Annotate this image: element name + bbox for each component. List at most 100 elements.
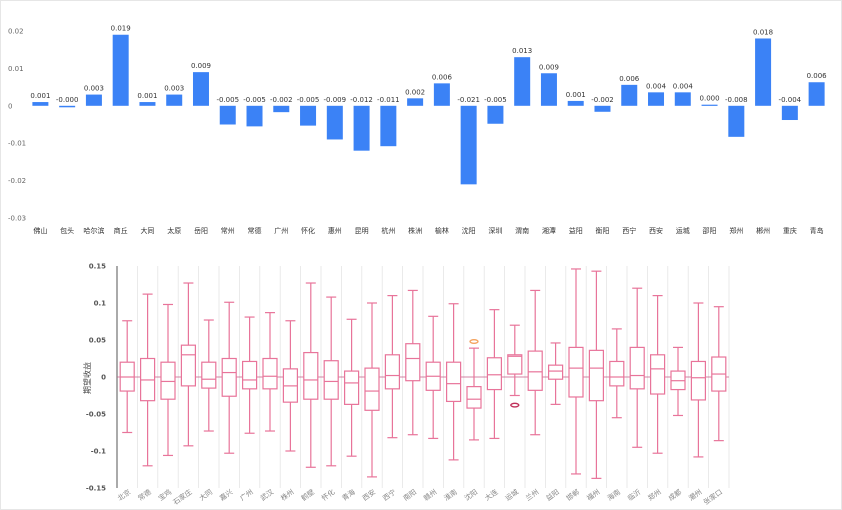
bar-category-label: 邵阳: [703, 226, 717, 235]
bar: [594, 105, 611, 112]
bar-data-label: 0.001: [30, 92, 50, 100]
bar-category-label: 西安: [649, 226, 663, 235]
bar-data-label: -0.004: [779, 96, 802, 104]
bar-data-label: -0.005: [484, 96, 507, 104]
bar-data-label: 0.013: [512, 47, 532, 55]
bar: [648, 92, 665, 106]
bar: [273, 105, 290, 113]
bar-chart: 0.020.010-0.01-0.02-0.03 0.001 -0.0000.00…: [8, 25, 827, 235]
bar: [246, 105, 263, 127]
bar: [755, 38, 772, 106]
bar: [621, 84, 638, 106]
bar-data-label: 0.003: [164, 85, 184, 93]
bar-data-label: -0.005: [297, 96, 320, 104]
bar: [112, 34, 129, 106]
bar-data-label: -0.005: [216, 96, 239, 104]
bar: [781, 105, 798, 121]
bar-category-label: 惠州: [328, 226, 342, 235]
bar-category-label: 株洲: [408, 226, 422, 235]
bar-data-label: 0.009: [539, 63, 559, 71]
bar-data-label: 0.000: [700, 95, 720, 103]
bar-data-label: 0.019: [111, 25, 131, 33]
bar: [407, 98, 424, 106]
bar-category-label: 常德: [248, 226, 262, 235]
bar-category-label: 包头: [60, 226, 74, 235]
bar-data-label: 0.006: [619, 75, 640, 83]
bar-category-label: 衡阳: [595, 226, 609, 235]
bar-y-tick-label: 0.02: [8, 28, 24, 36]
bar-data-label: -0.009: [324, 96, 347, 104]
bar-category-label: 佛山: [33, 226, 47, 235]
bar: [728, 105, 745, 137]
bar-data-label: -0.005: [243, 96, 266, 104]
bar-y-tick-label: -0.02: [8, 177, 26, 185]
bar-category-label: 杭州: [381, 226, 395, 235]
bar-category-label: 榆林: [435, 226, 449, 235]
bar: [433, 83, 450, 106]
bar-data-label: 0.004: [646, 82, 667, 90]
bar: [139, 102, 156, 106]
bar-category-label: 益阳: [569, 226, 583, 235]
bar: [192, 72, 209, 106]
bar: [460, 105, 477, 185]
bar-data-label: 0.001: [566, 91, 586, 99]
bar-category-label: 太原: [167, 226, 181, 235]
bar-category-label: 西宁: [622, 226, 636, 235]
bar-data-label: -0.012: [350, 96, 373, 104]
bar-series: [32, 34, 825, 185]
bar-category-label: 湘潭: [542, 226, 556, 235]
bar-category-label: 深圳: [488, 226, 502, 235]
bar-data-label: -0.008: [725, 96, 748, 104]
bar: [567, 100, 584, 106]
bar: [808, 82, 825, 106]
bar: [514, 57, 531, 106]
bar-category-label: 青岛: [810, 226, 824, 235]
bar: [59, 105, 76, 108]
bar-y-tick-label: 0.01: [8, 65, 24, 73]
bar-data-label: -0.021: [457, 96, 480, 104]
bar-data-label: 0.009: [191, 62, 211, 70]
bar-category-label: 郴州: [756, 226, 770, 235]
bar: [326, 105, 343, 140]
bar-category-label: 广州: [274, 226, 288, 235]
bar-data-label: -0.002: [591, 96, 614, 104]
bar-data-label: 0.003: [84, 85, 104, 93]
bar-data-label: 0.004: [673, 82, 694, 90]
bar-category-label: 郑州: [729, 227, 743, 235]
bar-data-label: 0.006: [807, 72, 828, 80]
bar: [380, 105, 397, 147]
bar-category-label: 岳阳: [194, 226, 208, 235]
bar-category-label: 常州: [221, 226, 235, 235]
bar-data-label: -0.000: [56, 96, 79, 104]
bar: [487, 105, 504, 124]
bar: [701, 104, 718, 106]
bar-category-label: 昆明: [355, 227, 369, 235]
bar-category-label: 怀化: [301, 226, 315, 235]
bar-category-label: 沈阳: [462, 226, 476, 235]
bar-data-label: 0.001: [137, 92, 157, 100]
bar: [166, 94, 183, 106]
bar: [300, 105, 317, 126]
bar-category-label: 渭南: [515, 226, 529, 235]
bar-data-label: 0.018: [753, 28, 773, 36]
bar-y-tick-label: 0: [8, 102, 12, 110]
bar: [674, 92, 691, 106]
bar-y-tick-label: -0.03: [8, 215, 26, 223]
bar-y-axis-ticks: 0.02 0.01 0 -0.01 -0.02 -0.03: [8, 28, 26, 223]
bar: [219, 105, 236, 125]
bar: [85, 94, 102, 106]
bar-data-label: -0.011: [377, 96, 400, 104]
bar: [32, 102, 49, 106]
bar-category-label: 重庆: [783, 226, 797, 235]
bar-category-label: 商丘: [114, 226, 128, 235]
bar-data-label: 0.006: [432, 73, 453, 81]
bar-category-label: 运城: [676, 227, 690, 235]
bar: [353, 105, 370, 151]
bar-data-labels: 0.001 -0.000 0.003 0.019 0.001 0.003 0.009 -0.0…: [30, 25, 827, 104]
bar-category-label: 大同: [140, 226, 154, 235]
bar-data-label: -0.002: [270, 96, 293, 104]
bar: [540, 73, 557, 106]
bar-category-label: 哈尔滨: [83, 226, 104, 235]
bar-y-tick-label: -0.01: [8, 140, 26, 148]
bar-x-axis-categories: 佛山 包头 哈尔滨 商丘 大同 太原 岳阳 常州 常德 广州 怀化 惠州 昆明 杭州 株洲 榆林 沈阳 深圳 渭南 湘…: [33, 226, 823, 235]
